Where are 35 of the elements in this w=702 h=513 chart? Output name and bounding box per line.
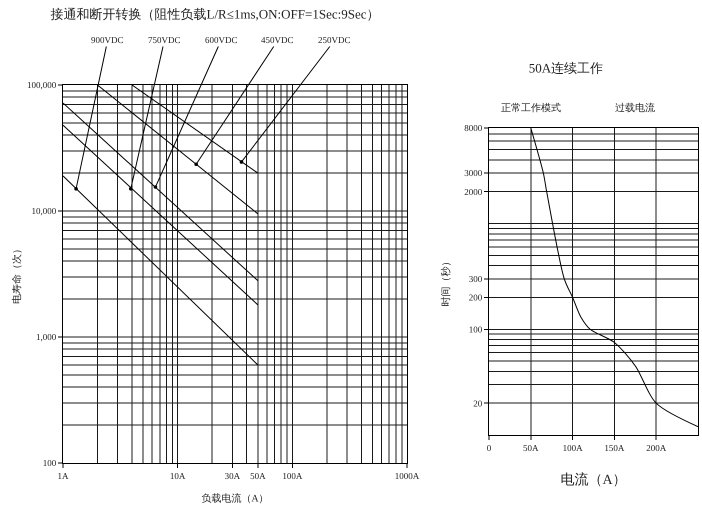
y-tick-label: 10,000 bbox=[31, 206, 57, 216]
annotation: 900VDC bbox=[91, 35, 124, 45]
y-tick-label: 1,000 bbox=[36, 332, 57, 342]
y-axis-title: 时间（秒） bbox=[440, 256, 452, 306]
x-tick-label: 10A bbox=[170, 470, 186, 481]
y-tick-label: 100 bbox=[42, 458, 57, 468]
x-tick-label: 100A bbox=[282, 470, 303, 481]
x-tick-label: 1A bbox=[58, 470, 69, 481]
annotation: 600VDC bbox=[205, 35, 238, 45]
y-tick-label: 3000 bbox=[464, 168, 483, 178]
y-tick-label: 8000 bbox=[464, 123, 483, 134]
annotation: 250VDC bbox=[318, 35, 351, 45]
chart-title: 接通和断开转换（阻性负载L/R≤1ms,ON:OFF=1Sec:9Sec） bbox=[50, 6, 380, 22]
x-tick-label: 150A bbox=[604, 442, 625, 453]
annotation: 450VDC bbox=[261, 35, 294, 45]
y-tick-label: 2000 bbox=[464, 186, 483, 197]
x-tick-label: 50A bbox=[523, 442, 540, 453]
x-axis-title: 负载电流（A） bbox=[201, 492, 269, 504]
x-tick-label: 200A bbox=[646, 442, 667, 453]
x-axis-title: 电流（A） bbox=[560, 472, 627, 488]
y-tick-label: 100 bbox=[468, 324, 483, 334]
x-tick-label: 0 bbox=[486, 442, 492, 453]
x-tick-label: 50A bbox=[250, 470, 266, 481]
annotation: 750VDC bbox=[148, 35, 181, 45]
y-tick-label: 100,000 bbox=[26, 80, 57, 90]
y-tick-label: 200 bbox=[468, 292, 483, 303]
y-tick-label: 20 bbox=[473, 398, 483, 408]
x-tick-label: 100A bbox=[562, 442, 584, 453]
x-tick-label: 1000A bbox=[394, 470, 420, 481]
x-tick-label: 30A bbox=[224, 470, 241, 481]
y-axis-title: 电寿命（次） bbox=[10, 244, 23, 304]
y-tick-label: 300 bbox=[468, 274, 483, 284]
text: 正常工作模式 bbox=[501, 102, 561, 114]
chart-title: 50A连续工作 bbox=[528, 60, 604, 76]
text: 过载电流 bbox=[615, 102, 655, 114]
